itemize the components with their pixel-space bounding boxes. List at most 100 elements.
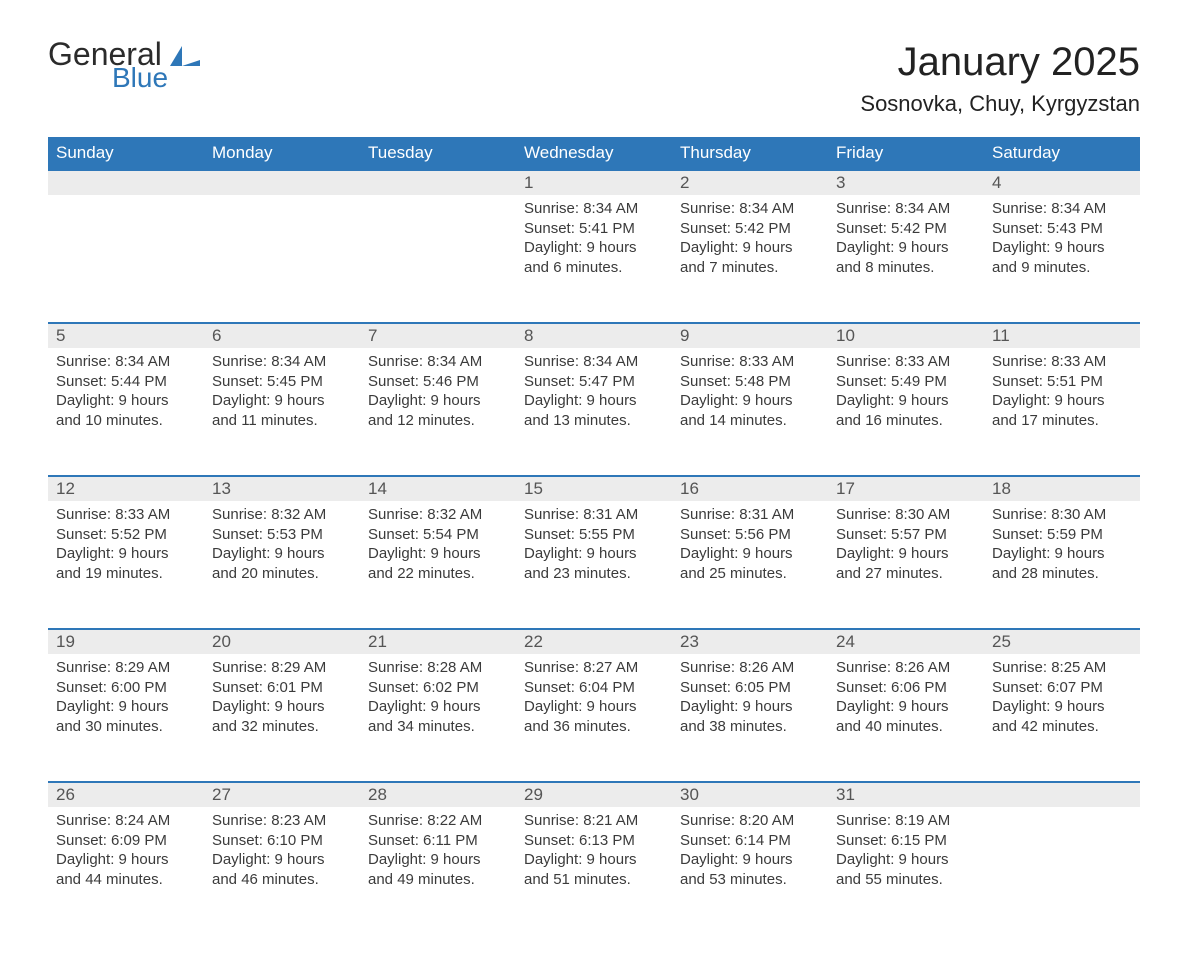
day-sunset: Sunset: 5:46 PM [368, 372, 508, 392]
day-d2: and 19 minutes. [56, 564, 196, 584]
day-sunrise: Sunrise: 8:33 AM [680, 352, 820, 372]
day-number-cell: 21 [360, 629, 516, 654]
day-number-cell: 23 [672, 629, 828, 654]
day-sunrise: Sunrise: 8:19 AM [836, 811, 976, 831]
calendar-body: 1234Sunrise: 8:34 AMSunset: 5:41 PMDayli… [48, 170, 1140, 935]
day-number-cell: 3 [828, 170, 984, 195]
day-sunset: Sunset: 5:59 PM [992, 525, 1132, 545]
day-d1: Daylight: 9 hours [368, 697, 508, 717]
day-number-cell: 15 [516, 476, 672, 501]
day-sunset: Sunset: 6:07 PM [992, 678, 1132, 698]
week-daynum-row: 12131415161718 [48, 476, 1140, 501]
day-content-cell: Sunrise: 8:19 AMSunset: 6:15 PMDaylight:… [828, 807, 984, 935]
logo-mark-icon [170, 46, 200, 70]
col-saturday: Saturday [984, 137, 1140, 170]
week-content-row: Sunrise: 8:34 AMSunset: 5:44 PMDaylight:… [48, 348, 1140, 476]
page-title: January 2025 [860, 40, 1140, 85]
day-content-cell [984, 807, 1140, 935]
day-d2: and 42 minutes. [992, 717, 1132, 737]
day-sunrise: Sunrise: 8:26 AM [680, 658, 820, 678]
day-d2: and 11 minutes. [212, 411, 352, 431]
day-sunset: Sunset: 5:55 PM [524, 525, 664, 545]
day-d1: Daylight: 9 hours [836, 544, 976, 564]
day-content-cell: Sunrise: 8:33 AMSunset: 5:48 PMDaylight:… [672, 348, 828, 476]
day-content-cell: Sunrise: 8:21 AMSunset: 6:13 PMDaylight:… [516, 807, 672, 935]
day-sunrise: Sunrise: 8:30 AM [992, 505, 1132, 525]
day-d2: and 6 minutes. [524, 258, 664, 278]
day-sunrise: Sunrise: 8:23 AM [212, 811, 352, 831]
day-sunset: Sunset: 6:04 PM [524, 678, 664, 698]
day-sunrise: Sunrise: 8:34 AM [524, 352, 664, 372]
day-sunset: Sunset: 6:11 PM [368, 831, 508, 851]
day-content-cell: Sunrise: 8:34 AMSunset: 5:43 PMDaylight:… [984, 195, 1140, 323]
location-subtitle: Sosnovka, Chuy, Kyrgyzstan [860, 91, 1140, 117]
day-d1: Daylight: 9 hours [524, 544, 664, 564]
day-number-cell: 8 [516, 323, 672, 348]
day-number-cell: 27 [204, 782, 360, 807]
day-d2: and 16 minutes. [836, 411, 976, 431]
day-sunrise: Sunrise: 8:25 AM [992, 658, 1132, 678]
day-sunrise: Sunrise: 8:34 AM [992, 199, 1132, 219]
day-d2: and 8 minutes. [836, 258, 976, 278]
day-sunset: Sunset: 5:49 PM [836, 372, 976, 392]
day-content-cell: Sunrise: 8:31 AMSunset: 5:55 PMDaylight:… [516, 501, 672, 629]
day-d1: Daylight: 9 hours [992, 697, 1132, 717]
day-number-cell: 24 [828, 629, 984, 654]
day-number-cell [360, 170, 516, 195]
day-d1: Daylight: 9 hours [836, 238, 976, 258]
day-number-cell: 14 [360, 476, 516, 501]
day-number-cell: 4 [984, 170, 1140, 195]
day-content-cell: Sunrise: 8:26 AMSunset: 6:06 PMDaylight:… [828, 654, 984, 782]
day-d2: and 46 minutes. [212, 870, 352, 890]
day-sunset: Sunset: 5:56 PM [680, 525, 820, 545]
day-sunset: Sunset: 5:45 PM [212, 372, 352, 392]
day-d2: and 27 minutes. [836, 564, 976, 584]
day-d1: Daylight: 9 hours [212, 850, 352, 870]
day-sunset: Sunset: 6:00 PM [56, 678, 196, 698]
day-d2: and 40 minutes. [836, 717, 976, 737]
day-sunrise: Sunrise: 8:24 AM [56, 811, 196, 831]
col-wednesday: Wednesday [516, 137, 672, 170]
day-number-cell: 26 [48, 782, 204, 807]
day-sunrise: Sunrise: 8:31 AM [524, 505, 664, 525]
day-d1: Daylight: 9 hours [836, 697, 976, 717]
col-thursday: Thursday [672, 137, 828, 170]
calendar-header-row: Sunday Monday Tuesday Wednesday Thursday… [48, 137, 1140, 170]
day-content-cell: Sunrise: 8:34 AMSunset: 5:46 PMDaylight:… [360, 348, 516, 476]
day-content-cell: Sunrise: 8:34 AMSunset: 5:44 PMDaylight:… [48, 348, 204, 476]
day-d2: and 53 minutes. [680, 870, 820, 890]
day-number-cell: 7 [360, 323, 516, 348]
day-number-cell [984, 782, 1140, 807]
day-d1: Daylight: 9 hours [836, 850, 976, 870]
col-sunday: Sunday [48, 137, 204, 170]
day-sunset: Sunset: 6:01 PM [212, 678, 352, 698]
day-content-cell: Sunrise: 8:34 AMSunset: 5:42 PMDaylight:… [828, 195, 984, 323]
day-content-cell [48, 195, 204, 323]
day-number-cell: 6 [204, 323, 360, 348]
day-content-cell: Sunrise: 8:31 AMSunset: 5:56 PMDaylight:… [672, 501, 828, 629]
day-d2: and 30 minutes. [56, 717, 196, 737]
day-content-cell: Sunrise: 8:29 AMSunset: 6:00 PMDaylight:… [48, 654, 204, 782]
day-content-cell: Sunrise: 8:29 AMSunset: 6:01 PMDaylight:… [204, 654, 360, 782]
day-d2: and 44 minutes. [56, 870, 196, 890]
day-number-cell: 25 [984, 629, 1140, 654]
day-d1: Daylight: 9 hours [56, 850, 196, 870]
day-number-cell: 13 [204, 476, 360, 501]
day-number-cell: 20 [204, 629, 360, 654]
day-d1: Daylight: 9 hours [836, 391, 976, 411]
week-daynum-row: 19202122232425 [48, 629, 1140, 654]
day-sunset: Sunset: 6:02 PM [368, 678, 508, 698]
day-content-cell: Sunrise: 8:34 AMSunset: 5:42 PMDaylight:… [672, 195, 828, 323]
day-d2: and 51 minutes. [524, 870, 664, 890]
day-d1: Daylight: 9 hours [212, 697, 352, 717]
header: General Blue January 2025 Sosnovka, Chuy… [48, 40, 1140, 117]
day-content-cell: Sunrise: 8:25 AMSunset: 6:07 PMDaylight:… [984, 654, 1140, 782]
day-sunset: Sunset: 6:06 PM [836, 678, 976, 698]
day-content-cell: Sunrise: 8:22 AMSunset: 6:11 PMDaylight:… [360, 807, 516, 935]
day-content-cell: Sunrise: 8:33 AMSunset: 5:51 PMDaylight:… [984, 348, 1140, 476]
day-sunrise: Sunrise: 8:34 AM [836, 199, 976, 219]
day-d2: and 7 minutes. [680, 258, 820, 278]
week-content-row: Sunrise: 8:29 AMSunset: 6:00 PMDaylight:… [48, 654, 1140, 782]
day-d2: and 23 minutes. [524, 564, 664, 584]
day-sunrise: Sunrise: 8:28 AM [368, 658, 508, 678]
